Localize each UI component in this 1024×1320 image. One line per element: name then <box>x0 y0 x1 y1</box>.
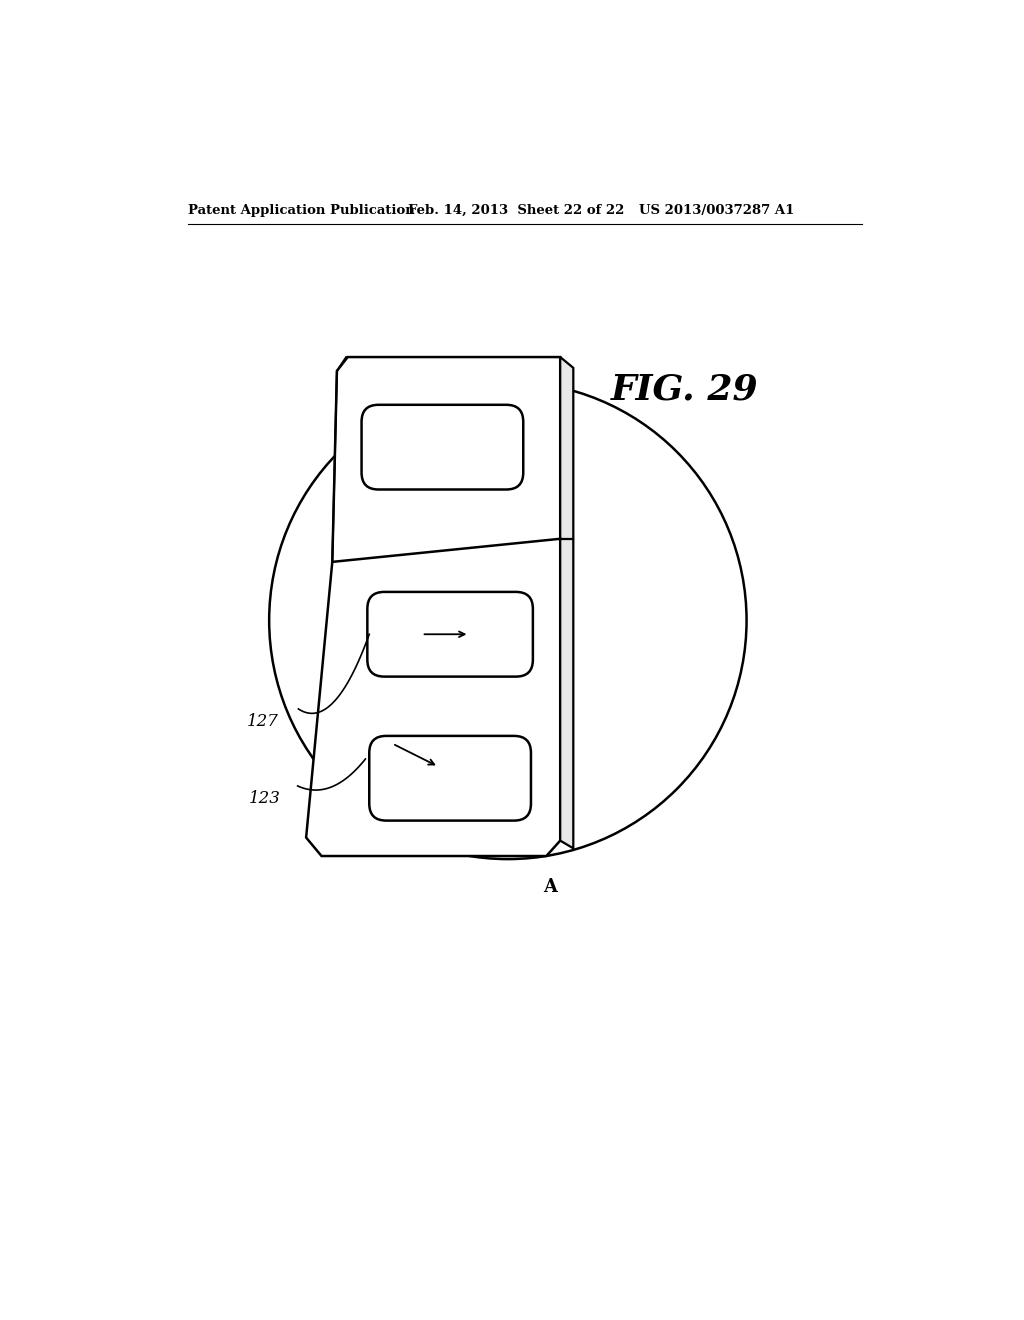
Text: 127: 127 <box>247 713 280 730</box>
FancyBboxPatch shape <box>368 591 532 677</box>
Text: Patent Application Publication: Patent Application Publication <box>188 205 415 218</box>
Polygon shape <box>560 358 573 849</box>
Text: FIG. 29: FIG. 29 <box>611 372 759 407</box>
Polygon shape <box>306 358 560 855</box>
Text: 123: 123 <box>249 789 281 807</box>
Text: Feb. 14, 2013  Sheet 22 of 22: Feb. 14, 2013 Sheet 22 of 22 <box>408 205 625 218</box>
Text: US 2013/0037287 A1: US 2013/0037287 A1 <box>639 205 795 218</box>
FancyBboxPatch shape <box>361 405 523 490</box>
Text: A: A <box>543 878 557 896</box>
FancyBboxPatch shape <box>370 737 531 821</box>
